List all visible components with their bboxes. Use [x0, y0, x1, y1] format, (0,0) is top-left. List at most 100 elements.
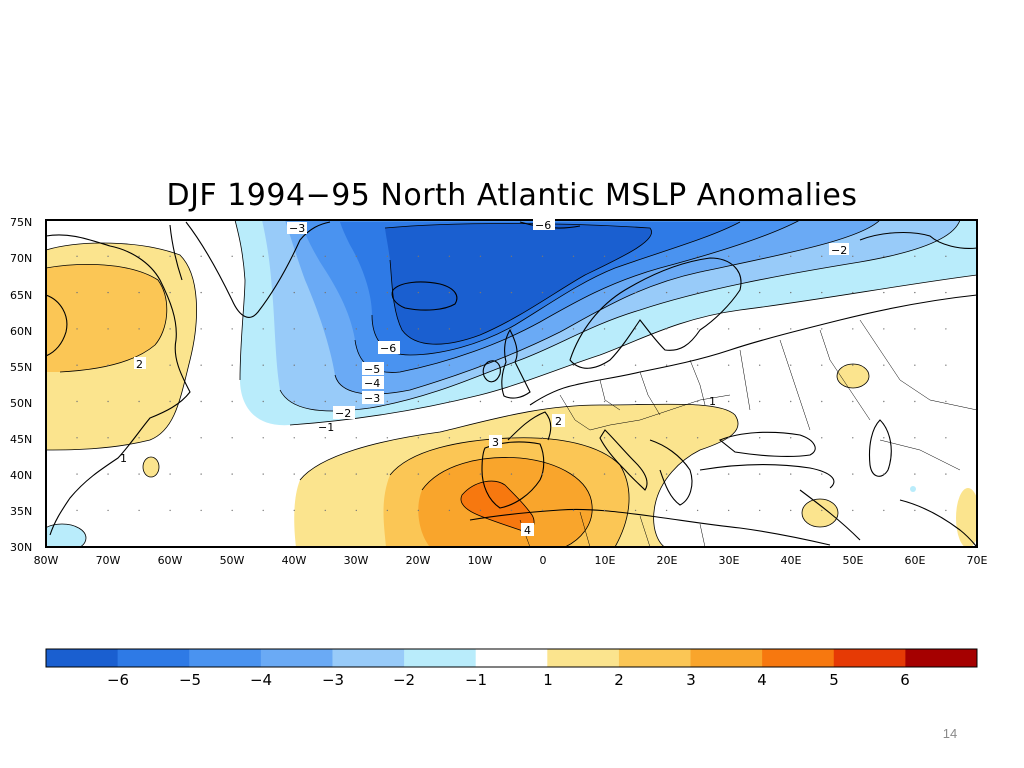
grid-point [665, 509, 668, 512]
grid-point [386, 328, 389, 330]
grid-point [572, 328, 575, 330]
grid-point [603, 400, 606, 403]
grid-point [355, 364, 357, 366]
grid-point [262, 437, 264, 439]
grid-point [883, 400, 885, 403]
grid-point [603, 291, 606, 294]
grid-point [386, 437, 389, 439]
contour-label: 1 [120, 452, 127, 465]
grid-point [479, 255, 482, 257]
contour-label: 2 [555, 415, 562, 428]
grid-point [324, 473, 326, 475]
grid-point [572, 509, 575, 512]
grid-point [634, 437, 637, 439]
grid-point [541, 364, 544, 366]
grid-point [355, 473, 357, 475]
grid-point [262, 364, 264, 366]
grid-point [107, 364, 109, 366]
grid-point [852, 473, 854, 475]
grid-point [479, 328, 482, 330]
grid-point [479, 473, 482, 475]
grid-point [324, 400, 326, 403]
grid-point [510, 400, 513, 403]
grid-point [293, 509, 295, 512]
grid-point [883, 364, 885, 366]
grid-point [945, 328, 947, 330]
grid-point [324, 364, 326, 366]
lon-label: 70E [966, 554, 988, 567]
grid-point [852, 255, 854, 257]
grid-point [696, 364, 699, 366]
grid-point [665, 328, 668, 330]
grid-point [634, 255, 637, 257]
grid-point [790, 437, 792, 439]
grid-point [541, 291, 544, 294]
grid-point [510, 328, 513, 330]
grid-point [355, 509, 357, 512]
grid-point [945, 437, 947, 439]
grid-point [138, 400, 140, 403]
grid-point [727, 328, 730, 330]
grid-point [262, 255, 264, 257]
grid-point [790, 473, 792, 475]
grid-point [572, 437, 575, 439]
grid-point [852, 291, 854, 294]
grid-point [727, 509, 730, 512]
grid-point [355, 255, 357, 257]
grid-point [696, 328, 699, 330]
grid-point [479, 437, 482, 439]
contour-label: −1 [318, 421, 334, 434]
grid-point [821, 437, 823, 439]
grid-point [758, 364, 761, 366]
grid-point [448, 437, 451, 439]
grid-point [386, 509, 389, 512]
colorbar-swatch [690, 649, 763, 667]
grid-point [510, 291, 513, 294]
lon-label: 80W [33, 554, 59, 567]
grid-point [665, 400, 668, 403]
grid-point [262, 291, 264, 294]
contour-labels: −3 −6 −2 2 −6 −5 −4 −3 −2 −1 1 2 3 4 1 [120, 218, 849, 537]
lat-label: 30N [10, 541, 33, 554]
grid-point [883, 255, 885, 257]
grid-point [914, 328, 916, 330]
grid-point [231, 400, 233, 403]
lon-label: 30W [343, 554, 369, 567]
grid-point [448, 328, 451, 330]
colorbar-swatch [260, 649, 333, 667]
grid-point [76, 328, 78, 330]
colorbar-label: −6 [106, 671, 130, 689]
grid-point [821, 509, 823, 512]
grid-point [417, 400, 420, 403]
grid-point [634, 400, 637, 403]
lat-label: 65N [10, 289, 33, 302]
grid-point [355, 400, 357, 403]
grid-point [231, 291, 233, 294]
grid-point [945, 291, 947, 294]
grid-point [417, 364, 420, 366]
lon-label: 10E [594, 554, 616, 567]
grid-point [945, 400, 947, 403]
grid-point [696, 291, 699, 294]
grid-point [665, 255, 668, 257]
grid-point [293, 364, 295, 366]
grid-point [169, 255, 171, 257]
contour-lines [46, 220, 977, 547]
grid-point [821, 364, 823, 366]
grid-point [138, 291, 140, 294]
grid-point [790, 400, 792, 403]
lon-label: 60E [904, 554, 926, 567]
grid-point [386, 291, 389, 294]
colorbar-swatch [404, 649, 477, 667]
grid-point [107, 400, 109, 403]
grid-point [665, 437, 668, 439]
grid-point [758, 328, 761, 330]
grid-point [169, 509, 171, 512]
grid-point [790, 364, 792, 366]
colorbar-swatch [46, 649, 119, 667]
grid-point [634, 364, 637, 366]
grid-point [914, 437, 916, 439]
grid-point [603, 509, 606, 512]
grid-point [200, 364, 202, 366]
